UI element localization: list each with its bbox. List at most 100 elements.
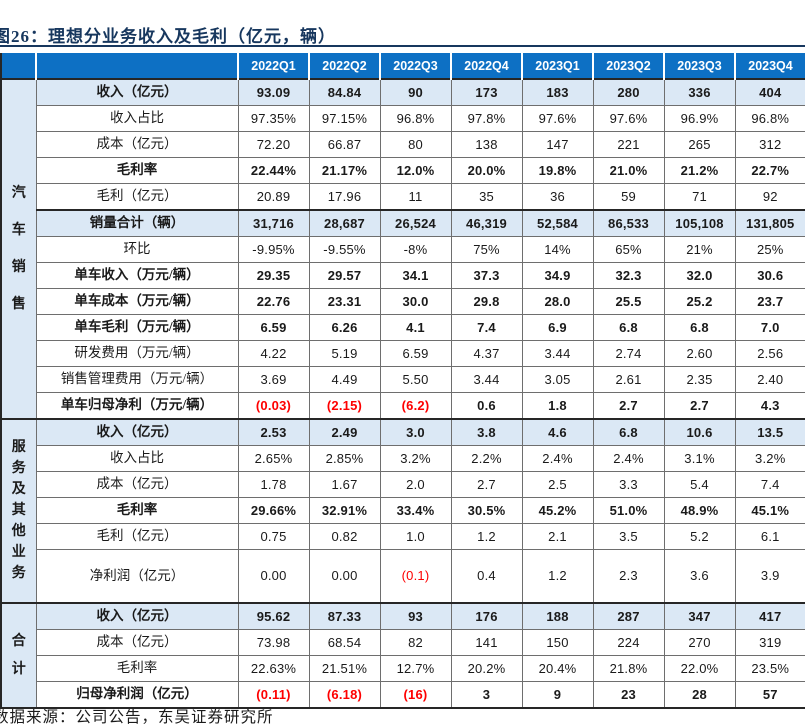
- value-cell: 26,524: [379, 209, 452, 237]
- value-cell: 2.53: [237, 418, 310, 446]
- value-cell: 95.62: [237, 602, 310, 630]
- value-cell: 21.0%: [592, 157, 665, 184]
- value-cell: 32.91%: [308, 497, 381, 524]
- value-cell: 28,687: [308, 209, 381, 237]
- value-cell: 280: [592, 78, 665, 106]
- value-cell: 173: [450, 78, 523, 106]
- value-cell: 1.67: [308, 471, 381, 498]
- value-cell: 28.0: [521, 288, 594, 315]
- table-row: 成本（亿元） 73.98 68.54 82 141 150 224 270 319: [1, 629, 805, 656]
- value-cell: 20.89: [237, 183, 310, 211]
- value-cell: 150: [521, 629, 594, 656]
- value-cell: 73.98: [237, 629, 310, 656]
- value-cell: 2.4%: [592, 445, 665, 472]
- value-cell: 6.9: [521, 314, 594, 341]
- row-label: 环比: [35, 236, 239, 263]
- value-cell: 3.9: [734, 549, 805, 604]
- value-cell: 32.0: [663, 262, 736, 289]
- value-cell: 97.35%: [237, 105, 310, 132]
- value-cell: 2.7: [592, 392, 665, 420]
- value-cell: 4.49: [308, 366, 381, 393]
- row-label: 单车收入（万元/辆）: [35, 262, 239, 289]
- value-cell: 2.4%: [521, 445, 594, 472]
- value-cell: 23: [592, 681, 665, 709]
- value-cell: 29.8: [450, 288, 523, 315]
- value-cell: 4.37: [450, 340, 523, 367]
- value-cell: 34.1: [379, 262, 452, 289]
- value-cell: 0.75: [237, 523, 310, 550]
- value-cell: 31,716: [237, 209, 310, 237]
- value-cell: 30.6: [734, 262, 805, 289]
- table-row: 毛利（亿元） 20.89 17.96 11 35 36 59 71 92: [1, 183, 805, 211]
- value-cell: 138: [450, 131, 523, 158]
- group-label: 汽车销售: [0, 78, 37, 420]
- value-cell: 2.56: [734, 340, 805, 367]
- value-cell: 97.15%: [308, 105, 381, 132]
- table-row: 环比 -9.95% -9.55% -8% 75% 14% 65% 21% 25%: [1, 236, 805, 263]
- value-cell: 45.1%: [734, 497, 805, 524]
- row-label: 单车成本（万元/辆）: [35, 288, 239, 315]
- value-cell: (0.11): [237, 681, 310, 709]
- source-note: 数据来源：公司公告，东吴证券研究所: [0, 709, 274, 726]
- value-cell: 80: [379, 131, 452, 158]
- group-label-char: 务: [11, 461, 26, 476]
- value-cell: 12.0%: [379, 157, 452, 184]
- value-cell: 3.05: [521, 366, 594, 393]
- group-label-char: 服: [11, 440, 26, 455]
- value-cell: 336: [663, 78, 736, 106]
- value-cell: 0.82: [308, 523, 381, 550]
- value-cell: 147: [521, 131, 594, 158]
- value-cell: 6.8: [663, 314, 736, 341]
- figure-title: 图26：理想分业务收入及毛利（亿元，辆）: [0, 27, 336, 46]
- value-cell: 3.44: [450, 366, 523, 393]
- value-cell: 6.59: [237, 314, 310, 341]
- value-cell: 82: [379, 629, 452, 656]
- value-cell: 71: [663, 183, 736, 211]
- table-row: 单车归母净利（万元/辆） (0.03) (2.15) (6.2) 0.6 1.8 2.7 2.…: [1, 392, 805, 420]
- quarter-header: 2022Q2: [308, 53, 381, 80]
- value-cell: 68.54: [308, 629, 381, 656]
- row-label: 研发费用（万元/辆）: [35, 340, 239, 367]
- group-label-char: 车: [11, 222, 26, 238]
- table-row: 净利润（亿元） 0.00 0.00 (0.1) 0.4 1.2 2.3 3.6 3.9: [1, 549, 805, 604]
- value-cell: 4.22: [237, 340, 310, 367]
- quarter-header: 2023Q2: [592, 53, 665, 80]
- value-cell: 1.2: [521, 549, 594, 604]
- value-cell: 93.09: [237, 78, 310, 106]
- value-cell: 25.2: [663, 288, 736, 315]
- value-cell: 6.26: [308, 314, 381, 341]
- corner-header-cell: [1, 53, 37, 80]
- value-cell: 2.49: [308, 418, 381, 446]
- value-cell: 3.2%: [379, 445, 452, 472]
- table-row: 收入占比 97.35% 97.15% 96.8% 97.8% 97.6% 97.6% 96.9…: [1, 105, 805, 132]
- value-cell: 5.4: [663, 471, 736, 498]
- value-cell: 5.50: [379, 366, 452, 393]
- value-cell: 3.6: [663, 549, 736, 604]
- value-cell: 3.0: [379, 418, 452, 446]
- value-cell: 3.5: [592, 523, 665, 550]
- value-cell: 32.3: [592, 262, 665, 289]
- value-cell: 22.7%: [734, 157, 805, 184]
- value-cell: 25.5: [592, 288, 665, 315]
- quarter-header: 2023Q3: [663, 53, 736, 80]
- value-cell: 17.96: [308, 183, 381, 211]
- value-cell: 176: [450, 602, 523, 630]
- value-cell: 23.31: [308, 288, 381, 315]
- value-cell: 21%: [663, 236, 736, 263]
- value-cell: 0.4: [450, 549, 523, 604]
- value-cell: 105,108: [663, 209, 736, 237]
- table-row: 归母净利润（亿元） (0.11) (6.18) (16) 3 9 23 28 57: [1, 681, 805, 709]
- value-cell: 3.8: [450, 418, 523, 446]
- value-cell: 2.7: [663, 392, 736, 420]
- row-label: 单车归母净利（万元/辆）: [35, 392, 239, 420]
- value-cell: 86,533: [592, 209, 665, 237]
- value-cell: 2.74: [592, 340, 665, 367]
- table-row: 单车收入（万元/辆） 29.35 29.57 34.1 37.3 34.9 32.3 32.0…: [1, 262, 805, 289]
- value-cell: 14%: [521, 236, 594, 263]
- value-cell: 0.00: [237, 549, 310, 604]
- value-cell: 59: [592, 183, 665, 211]
- value-cell: 21.2%: [663, 157, 736, 184]
- value-cell: 96.8%: [379, 105, 452, 132]
- value-cell: 1.8: [521, 392, 594, 420]
- value-cell: 221: [592, 131, 665, 158]
